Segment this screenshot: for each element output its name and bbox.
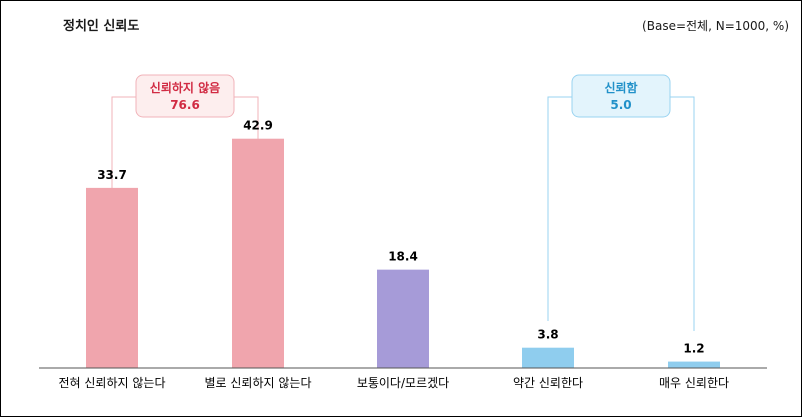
callout-bracket-trust xyxy=(547,96,695,331)
bar-value-label-5: 1.2 xyxy=(683,342,704,356)
callout-box-trust xyxy=(571,74,671,118)
category-label-1: 전혀 신뢰하지 않는다 xyxy=(59,376,166,390)
chart-title: 정치인 신뢰도 xyxy=(63,19,140,34)
bar-2 xyxy=(232,138,284,368)
bar-3 xyxy=(377,269,429,368)
category-label-5: 매우 신뢰한다 xyxy=(659,376,729,390)
bar-value-label-4: 3.8 xyxy=(537,328,558,342)
category-label-layer: 전혀 신뢰하지 않는다 별로 신뢰하지 않는다 보통이다/모르겠다 약간 신뢰한다 매우… xyxy=(59,375,730,390)
callout-layer: 신뢰하지 않음 76.6 신뢰함 5.0 xyxy=(111,74,695,331)
bar-value-label-2: 42.9 xyxy=(243,119,273,133)
bar-4 xyxy=(522,347,574,368)
bar-1 xyxy=(86,187,138,368)
bar-5 xyxy=(668,361,720,368)
category-label-3: 보통이다/모르겠다 xyxy=(357,376,449,390)
callout-value-trust: 5.0 xyxy=(610,98,631,112)
callout-title-distrust: 신뢰하지 않음 xyxy=(150,80,220,95)
callout-title-trust: 신뢰함 xyxy=(604,80,637,95)
category-label-4: 약간 신뢰한다 xyxy=(513,375,583,390)
bar-value-label-1: 33.7 xyxy=(97,168,127,182)
bar-layer: 33.7 42.9 18.4 3.8 1.2 xyxy=(86,119,720,368)
base-note: (Base=전체, N=1000, %) xyxy=(642,19,789,33)
callout-box-distrust xyxy=(135,74,235,118)
bar-value-label-3: 18.4 xyxy=(388,250,418,264)
callout-value-distrust: 76.6 xyxy=(170,98,200,112)
category-label-2: 별로 신뢰하지 않는다 xyxy=(205,376,312,390)
